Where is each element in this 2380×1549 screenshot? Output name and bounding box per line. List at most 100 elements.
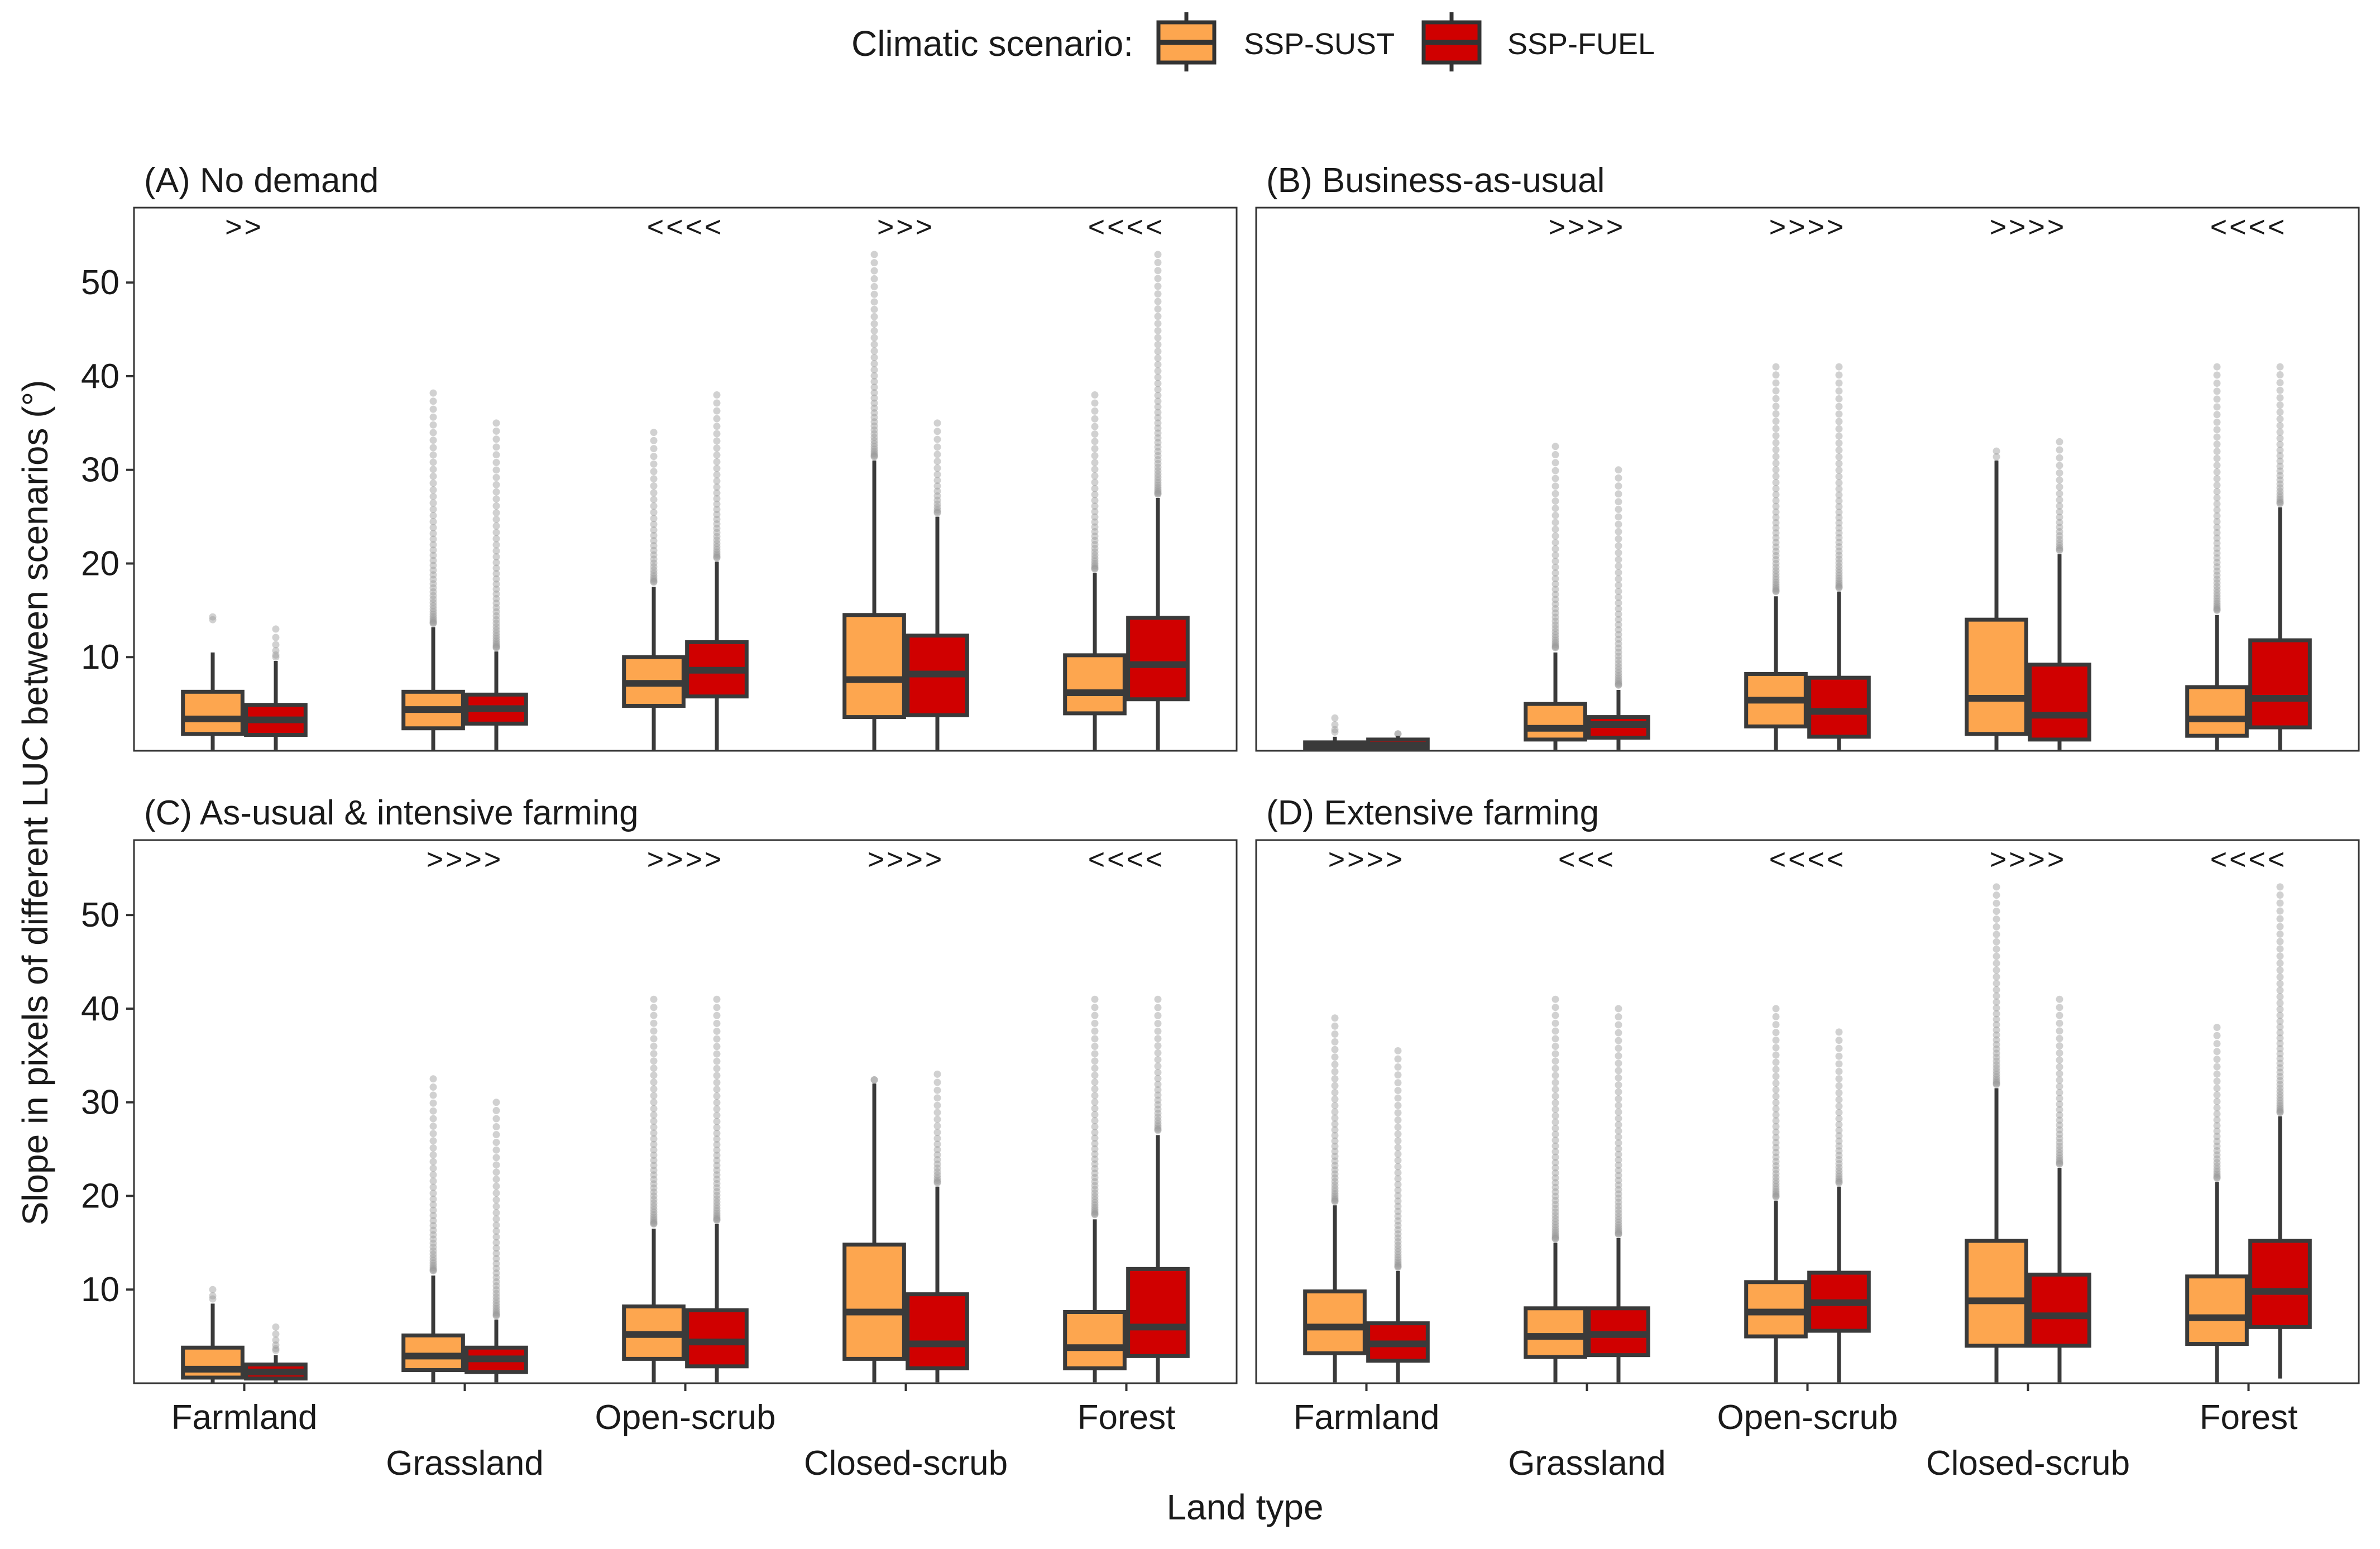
outlier-point — [429, 1243, 437, 1251]
outlier-point — [1394, 1063, 1402, 1071]
y-tick-label: 10 — [81, 638, 119, 677]
outlier-point — [1091, 485, 1099, 492]
outlier-point — [2213, 544, 2221, 552]
outlier-point — [1091, 565, 1099, 573]
outlier-point — [2276, 496, 2284, 503]
outlier-point — [1835, 1082, 1843, 1090]
outlier-point — [650, 1123, 658, 1131]
outlier-point — [429, 1183, 437, 1191]
outlier-point — [2276, 1109, 2284, 1116]
outlier-point — [1615, 1206, 1622, 1214]
outlier-point — [1835, 479, 1843, 487]
outlier-point — [933, 477, 941, 485]
outlier-point — [1772, 1144, 1780, 1152]
outlier-point — [492, 1255, 500, 1263]
outlier-point — [1394, 1109, 1402, 1117]
outlier-point — [2213, 1133, 2221, 1140]
outlier-point — [713, 1179, 721, 1187]
outlier-point — [2213, 572, 2221, 579]
outlier-point — [713, 552, 721, 560]
outlier-point — [429, 1226, 437, 1234]
outlier-point — [1394, 1245, 1402, 1253]
outlier-point — [1772, 1013, 1780, 1020]
outlier-point — [870, 251, 878, 258]
outlier-point — [1394, 1102, 1402, 1110]
outlier-point — [1615, 1227, 1622, 1235]
panel-frame — [1255, 207, 2360, 752]
box-farmland-ssp-sust — [1303, 1014, 1367, 1383]
outlier-point — [2213, 387, 2221, 395]
outlier-point — [2056, 1034, 2063, 1042]
outlier-point — [1394, 1163, 1402, 1171]
outlier-point — [429, 1217, 437, 1225]
box-closed-scrub-ssp-sust — [1965, 883, 2028, 1383]
outlier-point — [2213, 600, 2221, 607]
outlier-point — [492, 1249, 500, 1257]
box-open-scrub-ssp-sust — [622, 429, 686, 750]
outlier-point — [2056, 508, 2063, 516]
outlier-point — [2213, 1172, 2221, 1180]
outlier-point — [429, 562, 437, 569]
box-body — [842, 1243, 906, 1361]
outlier-point — [1091, 554, 1099, 562]
outlier-point — [870, 434, 878, 442]
outlier-point — [1551, 575, 1559, 583]
outlier-point — [1615, 1013, 1622, 1021]
outlier-point — [650, 1208, 658, 1216]
x-tick-label-closed-scrub: Closed-scrub — [804, 1444, 1008, 1483]
outlier-point — [2056, 1070, 2063, 1077]
outlier-point — [650, 572, 658, 580]
outlier-point — [650, 482, 658, 490]
outlier-point — [429, 1247, 437, 1255]
outlier-point — [492, 575, 500, 583]
outlier-point — [1835, 1126, 1843, 1134]
outlier-point — [1993, 1079, 2000, 1087]
outlier-point — [870, 430, 878, 438]
outlier-point — [2056, 527, 2063, 535]
outlier-point — [2056, 519, 2063, 526]
outlier-point — [650, 559, 658, 567]
outlier-point — [713, 471, 721, 479]
outlier-point — [1615, 666, 1622, 674]
outlier-point — [2276, 476, 2284, 484]
outlier-point — [2213, 1168, 2221, 1176]
outlier-point — [870, 334, 878, 342]
outlier-point — [1154, 463, 1162, 471]
outlier-point — [1091, 523, 1099, 531]
outlier-point — [713, 550, 721, 558]
outlier-point — [429, 596, 437, 603]
outlier-point — [1551, 1159, 1559, 1167]
outlier-point — [1154, 439, 1162, 447]
outlier-point — [2213, 1147, 2221, 1154]
outlier-point — [1993, 1021, 2000, 1029]
outlier-point — [870, 372, 878, 380]
panel-frame — [133, 207, 1238, 752]
outlier-point — [2213, 494, 2221, 502]
outlier-point — [650, 1092, 658, 1100]
box-forest-ssp-fuel — [1126, 251, 1190, 750]
outlier-point — [2213, 518, 2221, 526]
outlier-point — [429, 1239, 437, 1247]
outlier-point — [870, 267, 878, 275]
outlier-point — [1835, 581, 1843, 589]
outlier-point — [1835, 1173, 1843, 1181]
panel-title: (B) Business-as-usual — [1266, 161, 1605, 200]
outlier-point — [1154, 473, 1162, 481]
outlier-point — [2276, 1064, 2284, 1072]
outlier-point — [1091, 1209, 1099, 1217]
outlier-point — [429, 1171, 437, 1179]
outlier-point — [429, 576, 437, 583]
outlier-point — [1091, 528, 1099, 536]
outlier-point — [713, 536, 721, 544]
outlier-point — [2213, 589, 2221, 597]
outlier-point — [1551, 642, 1559, 650]
outlier-point — [1331, 1068, 1339, 1076]
outlier-point — [2276, 1094, 2284, 1102]
outlier-point — [1993, 1070, 2000, 1078]
outlier-point — [1091, 995, 1099, 1003]
outlier-point — [2276, 1102, 2284, 1110]
outlier-point — [1551, 1118, 1559, 1126]
outlier-point — [1331, 1170, 1339, 1178]
outlier-point — [1551, 1124, 1559, 1132]
outlier-point — [1551, 1027, 1559, 1035]
